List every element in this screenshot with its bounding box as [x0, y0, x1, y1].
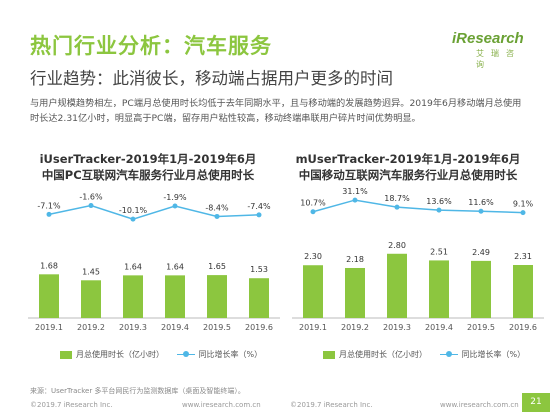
x-tick-label: 2019.1	[299, 323, 327, 332]
growth-value-label: 18.7%	[384, 194, 410, 203]
bar-value-label: 1.68	[40, 261, 58, 270]
iresearch-logo: iResearch 艾瑞咨询	[452, 30, 532, 70]
logo-word: iResearch	[452, 30, 524, 47]
bar-value-label: 1.45	[82, 267, 100, 276]
x-tick-label: 2019.2	[77, 323, 105, 332]
bar-value-label: 1.64	[124, 262, 142, 271]
growth-point	[520, 210, 526, 216]
bar-value-label: 2.30	[304, 252, 322, 261]
growth-line	[312, 199, 524, 214]
growth-value-label: -8.4%	[205, 203, 229, 212]
bar	[345, 267, 365, 318]
growth-point	[478, 208, 484, 214]
chart-1-pc: 1.68 2019.1 1.45 2019.2 1.64 2019.3 1.64 2019.4…	[28, 193, 280, 332]
logo-subtitle: 艾瑞咨询	[476, 49, 521, 69]
growth-value-label: 9.1%	[513, 200, 534, 209]
bar-value-label: 1.53	[250, 265, 268, 274]
page-description: 与用户规模趋势相左，PC端月总使用时长均低于去年同期水平，且与移动端的发展趋势迥…	[30, 98, 522, 124]
page-number: 21	[522, 393, 550, 412]
growth-value-label: 10.7%	[300, 199, 326, 208]
legend-line-swatch	[439, 351, 458, 357]
growth-value-label: -7.4%	[247, 202, 271, 211]
bar-value-label: 2.18	[346, 255, 364, 264]
chart-2-title: mUserTracker-2019年1月-2019年6月 中国移动互联网汽车服务…	[288, 151, 528, 183]
bar	[39, 274, 59, 318]
chart-1-title-line1: iUserTracker-2019年1月-2019年6月	[39, 152, 257, 166]
bar	[123, 275, 143, 318]
growth-line	[48, 204, 260, 220]
legend-bar-swatch	[323, 350, 335, 359]
page-title: 热门行业分析：汽车服务	[30, 34, 272, 58]
chart-2-title-line2: 中国移动互联网汽车服务行业月总使用时长	[298, 168, 518, 182]
x-tick-label: 2019.6	[245, 323, 273, 332]
x-tick-label: 2019.3	[383, 323, 411, 332]
x-tick-label: 2019.4	[425, 323, 453, 332]
growth-point	[352, 197, 358, 203]
x-tick-label: 2019.4	[161, 323, 189, 332]
footer-copyright-right: ©2019.7 iResearch Inc.	[290, 401, 373, 409]
bar	[429, 260, 449, 318]
bar-value-label: 2.31	[514, 252, 532, 261]
x-tick-label: 2019.6	[509, 323, 537, 332]
chart-1-title: iUserTracker-2019年1月-2019年6月 中国PC互联网汽车服务…	[28, 151, 268, 183]
legend-line-label: 同比增长率（%）	[198, 350, 263, 359]
bar-value-label: 1.65	[208, 262, 226, 271]
footer-url-right: www.iresearch.com.cn	[440, 401, 519, 409]
growth-value-label: -1.9%	[163, 193, 187, 202]
bar	[81, 280, 101, 318]
chart-1-title-line2: 中国PC互联网汽车服务行业月总使用时长	[41, 168, 255, 182]
footer-url-left: www.iresearch.com.cn	[182, 401, 261, 409]
x-tick-label: 2019.3	[119, 323, 147, 332]
growth-point	[310, 209, 316, 215]
bar-value-label: 1.64	[166, 262, 184, 271]
legend-line-label: 同比增长率（%）	[461, 350, 526, 359]
growth-value-label: 31.1%	[342, 187, 368, 196]
growth-point	[46, 211, 52, 217]
bar	[513, 265, 533, 318]
growth-value-label: -7.1%	[37, 201, 61, 210]
bar-value-label: 2.51	[430, 247, 448, 256]
footer-copyright-left: ©2019.7 iResearch Inc.	[30, 401, 113, 409]
bar	[249, 278, 269, 318]
bar	[303, 265, 323, 318]
bar-value-label: 2.49	[472, 248, 490, 257]
bar	[387, 253, 407, 318]
legend-bar-label: 月总使用时长（亿小时）	[339, 350, 427, 359]
growth-point	[436, 207, 442, 213]
chart-1-legend: 月总使用时长（亿小时） 同比增长率（%）	[60, 349, 262, 360]
page-subtitle: 行业趋势：此消彼长，移动端占据用户更多的时间	[30, 69, 393, 88]
bar	[207, 275, 227, 318]
bar	[165, 275, 185, 318]
growth-point	[256, 212, 262, 218]
chart-2-legend: 月总使用时长（亿小时） 同比增长率（%）	[323, 349, 525, 360]
growth-point	[172, 203, 178, 209]
growth-value-label: -10.1%	[119, 206, 148, 215]
growth-value-label: 13.6%	[426, 197, 452, 206]
growth-point	[88, 203, 94, 209]
legend-bar-swatch	[60, 350, 72, 359]
growth-point	[394, 204, 400, 210]
growth-value-label: -1.6%	[79, 193, 103, 202]
x-tick-label: 2019.5	[203, 323, 231, 332]
bar	[471, 260, 491, 318]
chart-2-title-line1: mUserTracker-2019年1月-2019年6月	[295, 152, 521, 166]
growth-value-label: 11.6%	[468, 198, 494, 207]
x-tick-label: 2019.2	[341, 323, 369, 332]
x-tick-label: 2019.5	[467, 323, 495, 332]
growth-point	[214, 213, 220, 219]
bar-value-label: 2.80	[388, 241, 406, 250]
source-note: 来源：UserTracker 多平台网民行为监测数据库（桌面及智能终端）。	[30, 387, 245, 395]
chart-2-mobile: 2.30 2019.1 2.18 2019.2 2.80 2019.3 2.51 2019.4…	[292, 187, 544, 332]
growth-point	[130, 216, 136, 222]
x-tick-label: 2019.1	[35, 323, 63, 332]
legend-line-swatch	[176, 351, 195, 357]
legend-bar-label: 月总使用时长（亿小时）	[76, 350, 164, 359]
